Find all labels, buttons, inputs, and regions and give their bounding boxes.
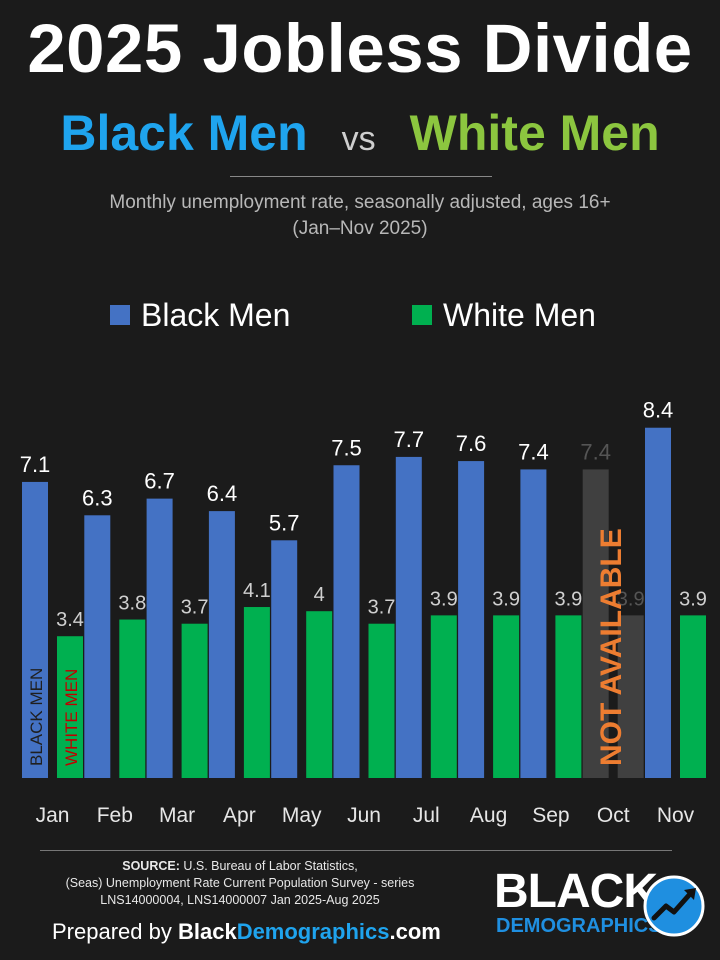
legend-swatch-black-men [110, 305, 130, 325]
data-label-black-oct: 7.4 [580, 439, 611, 464]
chart-legend: Black Men White Men [0, 295, 720, 339]
data-label-black-feb: 6.3 [82, 485, 113, 510]
x-tick-label-jun: Jun [347, 804, 381, 827]
data-label-black-aug: 7.6 [456, 431, 487, 456]
bar-black-mar [146, 498, 173, 778]
source-label: SOURCE: [122, 859, 180, 873]
source-line-3: LNS14000004, LNS14000007 Jan 2025-Aug 20… [100, 893, 380, 907]
bar-white-nov [680, 615, 706, 778]
data-label-black-jul: 7.7 [394, 427, 425, 452]
bar-black-oct [582, 469, 609, 778]
x-tick-label-jan: Jan [36, 804, 70, 827]
bar-white-may [306, 611, 333, 778]
subtitle-white-men: White Men [409, 105, 660, 161]
footer-divider [40, 850, 672, 851]
bar-black-nov [645, 427, 671, 778]
bar-black-jun [333, 465, 360, 778]
bar-black-jul [395, 456, 422, 778]
site-name: BlackDemographics.com [178, 919, 441, 944]
data-label-white-may: 4 [314, 584, 325, 606]
description-line-2: (Jan–Nov 2025) [292, 218, 428, 239]
bar-black-feb [84, 515, 111, 778]
bar-black-apr [208, 511, 235, 778]
legend-label-black-men: Black Men [141, 297, 291, 333]
bar-chart: 7.1 3.4 Jan 6.3 3.8 Feb 6.7 3.7 Mar 6.4 4.1 Apr 5.7 4… [20, 398, 707, 827]
x-tick-label-may: May [282, 804, 322, 827]
data-label-white-jul: 3.9 [430, 588, 458, 610]
trend-arrow-icon [643, 875, 705, 937]
bar-black-may [271, 540, 298, 778]
bar-white-jan [57, 636, 83, 778]
bar-white-sep [555, 615, 582, 778]
bar-black-aug [458, 461, 485, 778]
description-line-1: Monthly unemployment rate, seasonally ad… [109, 192, 611, 213]
x-tick-label-aug: Aug [470, 804, 507, 827]
data-label-white-jun: 3.7 [368, 597, 396, 619]
x-tick-label-jul: Jul [413, 804, 440, 827]
bar-white-mar [181, 623, 208, 778]
site-name-part-2: Demographics [236, 919, 390, 944]
legend-label-white-men: White Men [443, 297, 596, 333]
x-tick-label-oct: Oct [597, 804, 630, 827]
subtitle-vs: vs [341, 120, 376, 158]
data-label-white-jan: 3.4 [56, 609, 84, 631]
source-line-1: U.S. Bureau of Labor Statistics, [179, 859, 358, 873]
bar-white-apr [243, 607, 270, 778]
x-tick-label-feb: Feb [97, 804, 133, 827]
subtitle-black-men: Black Men [60, 105, 308, 161]
data-label-black-sep: 7.4 [518, 439, 549, 464]
prepared-by: Prepared by BlackDemographics.com [52, 917, 441, 947]
title-divider [230, 176, 492, 177]
data-label-white-sep: 3.9 [554, 588, 582, 610]
site-name-part-3: .com [389, 919, 441, 944]
bar-white-feb [119, 619, 146, 778]
source-line-2: (Seas) Unemployment Rate Current Populat… [65, 876, 415, 890]
bar-black-sep [520, 469, 547, 778]
bar-black-jan [22, 481, 48, 778]
bar-white-jul [430, 615, 457, 778]
bar-white-aug [493, 615, 520, 778]
legend-swatch-white-men [412, 305, 432, 325]
data-label-white-oct: 3.9 [617, 588, 645, 610]
chart-title: 2025 Jobless Divide [27, 10, 693, 87]
logo-text-black: BLACK [494, 865, 658, 918]
chart-description: Monthly unemployment rate, seasonally ad… [0, 190, 720, 242]
not-available-label: NOT AVAILABLE [595, 528, 628, 766]
data-label-black-nov: 8.4 [643, 398, 674, 423]
data-label-white-mar: 3.7 [181, 597, 209, 619]
x-tick-label-sep: Sep [532, 804, 569, 827]
data-label-black-jan: 7.1 [20, 452, 51, 477]
black-demographics-logo: BLACK DEMOGRAPHICS [494, 866, 716, 946]
inbar-label-black-men: BLACK MEN [27, 668, 46, 766]
bar-white-oct [617, 615, 644, 778]
chart-subtitle: Black Men vs White Men [0, 100, 720, 172]
x-tick-label-nov: Nov [657, 804, 695, 827]
prepared-by-label: Prepared by [52, 919, 178, 944]
source-note: SOURCE: U.S. Bureau of Labor Statistics,… [50, 858, 430, 909]
data-label-white-feb: 3.8 [118, 593, 146, 615]
data-label-black-mar: 6.7 [144, 469, 175, 494]
data-label-black-apr: 6.4 [207, 481, 238, 506]
site-name-part-1: Black [177, 919, 237, 944]
data-label-white-aug: 3.9 [492, 588, 520, 610]
x-tick-label-mar: Mar [159, 804, 195, 827]
data-label-black-may: 5.7 [269, 510, 300, 535]
data-label-white-apr: 4.1 [243, 580, 271, 602]
x-tick-label-apr: Apr [223, 804, 256, 827]
logo-text-demographics: DEMOGRAPHICS [496, 915, 662, 937]
data-label-black-jun: 7.5 [331, 435, 362, 460]
bar-white-jun [368, 623, 395, 778]
data-label-white-nov: 3.9 [679, 588, 707, 610]
inbar-label-white-men: WHITE MEN [62, 669, 81, 766]
